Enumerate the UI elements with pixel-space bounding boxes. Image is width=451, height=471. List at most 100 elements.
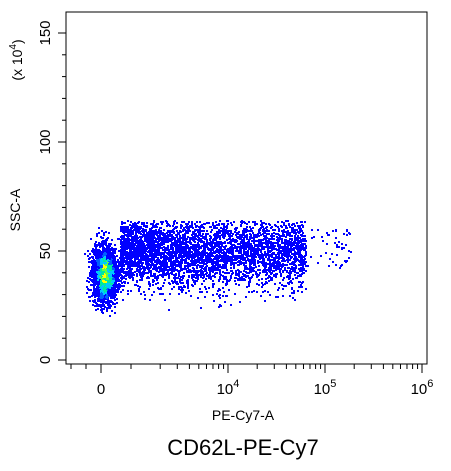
event-dot <box>97 276 99 278</box>
event-dot <box>102 285 104 287</box>
event-dot <box>166 222 168 224</box>
event-dot <box>263 222 265 224</box>
event-dot <box>105 231 107 233</box>
event-dot <box>199 221 201 223</box>
event-dot <box>95 292 97 294</box>
event-dot <box>230 222 232 224</box>
event-dot <box>98 264 100 266</box>
event-dot <box>118 238 120 240</box>
event-dot <box>295 267 297 269</box>
event-dot <box>230 230 232 232</box>
event-dot <box>158 271 160 273</box>
event-dot <box>267 277 269 279</box>
event-dot <box>104 274 106 276</box>
event-dot <box>96 233 98 235</box>
event-dot <box>101 293 103 295</box>
event-dot <box>122 289 124 291</box>
event-dot <box>205 233 207 235</box>
event-dot <box>173 228 175 230</box>
event-dot <box>163 267 165 269</box>
event-dot <box>285 236 287 238</box>
event-dot <box>105 239 107 241</box>
event-dot <box>150 266 152 268</box>
event-dot <box>253 290 255 292</box>
event-dot <box>102 245 104 247</box>
event-dot <box>293 292 295 294</box>
event-dot <box>115 280 117 282</box>
event-dot <box>138 290 140 292</box>
event-dot <box>103 247 105 249</box>
event-dot <box>294 269 296 271</box>
event-dot <box>96 235 98 237</box>
event-dot <box>115 290 117 292</box>
event-dot <box>265 278 267 280</box>
event-dot <box>188 221 190 223</box>
event-dot <box>95 309 97 311</box>
event-dot <box>117 286 119 288</box>
event-dot <box>114 259 116 261</box>
event-dot <box>305 240 307 242</box>
event-dot <box>94 252 96 254</box>
event-dot <box>266 282 268 284</box>
event-dot <box>265 265 267 267</box>
event-dot <box>271 226 273 228</box>
event-dot <box>192 227 194 229</box>
event-dot <box>211 229 213 231</box>
event-dot <box>187 236 189 238</box>
event-dot <box>191 221 193 223</box>
event-dot <box>86 292 88 294</box>
event-dot <box>119 265 121 267</box>
event-dot <box>173 286 175 288</box>
event-dot <box>217 263 219 265</box>
event-dot <box>93 283 95 285</box>
event-dot <box>165 220 167 222</box>
event-dot <box>109 287 111 289</box>
event-dot <box>240 271 242 273</box>
event-dot <box>250 228 252 230</box>
event-dot <box>230 277 232 279</box>
event-dot <box>294 274 296 276</box>
event-dot <box>133 274 135 276</box>
event-dot <box>111 310 113 312</box>
event-dot <box>234 231 236 233</box>
event-dot <box>98 267 100 269</box>
event-dot <box>237 243 239 245</box>
event-dot <box>290 241 292 243</box>
event-dot <box>104 301 106 303</box>
event-dot <box>156 263 158 265</box>
event-dot <box>268 223 270 225</box>
event-dot <box>101 266 103 268</box>
event-dot <box>243 228 245 230</box>
event-dot <box>103 234 105 236</box>
event-dot <box>149 285 151 287</box>
event-dot <box>195 238 197 240</box>
event-dot <box>219 220 221 222</box>
event-dot <box>100 251 102 253</box>
event-dot <box>102 251 104 253</box>
event-dot <box>102 302 104 304</box>
event-dot <box>97 308 99 310</box>
event-dot <box>246 275 248 277</box>
event-dot <box>130 221 132 223</box>
event-dot <box>242 230 244 232</box>
event-dot <box>252 227 254 229</box>
event-dot <box>304 221 306 223</box>
event-dot <box>101 299 103 301</box>
event-dot <box>218 257 220 259</box>
event-dot <box>100 280 102 282</box>
event-dot <box>131 240 133 242</box>
event-dot <box>302 267 304 269</box>
event-dot <box>191 234 193 236</box>
event-dot <box>101 273 103 275</box>
event-dot <box>201 235 203 237</box>
event-dot <box>159 238 161 240</box>
event-dot <box>252 232 254 234</box>
event-dot <box>219 276 221 278</box>
plot-frame <box>65 11 428 365</box>
event-dot <box>122 299 124 301</box>
event-dot <box>190 226 192 228</box>
event-dot <box>114 287 116 289</box>
event-dot <box>278 228 280 230</box>
event-dot <box>296 272 298 274</box>
event-dot <box>143 266 145 268</box>
